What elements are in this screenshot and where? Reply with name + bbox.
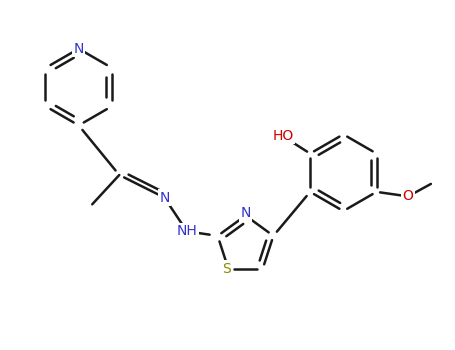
- Text: HO: HO: [273, 128, 293, 142]
- Text: N: N: [240, 206, 251, 220]
- Text: N: N: [74, 42, 84, 56]
- Text: NH: NH: [177, 224, 197, 238]
- Text: S: S: [222, 261, 230, 275]
- Text: O: O: [403, 189, 414, 203]
- Text: N: N: [159, 190, 170, 204]
